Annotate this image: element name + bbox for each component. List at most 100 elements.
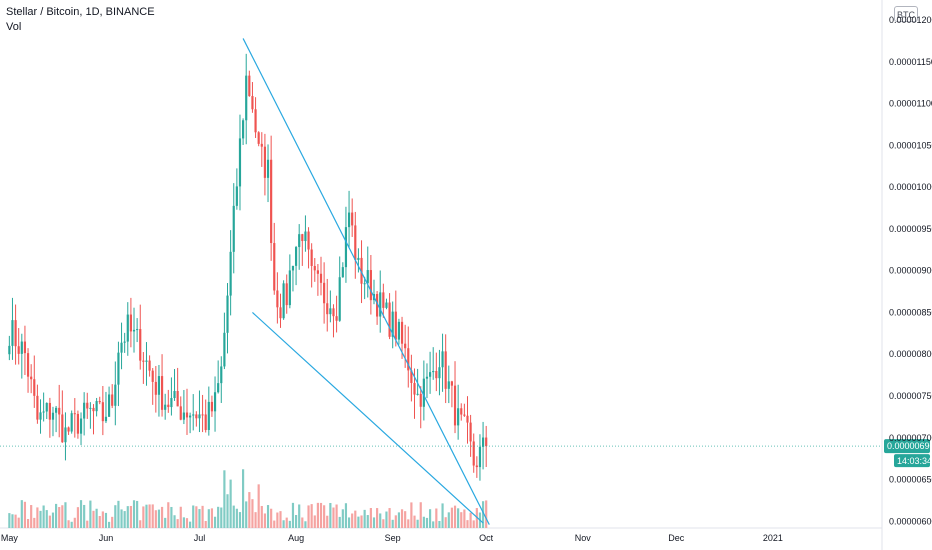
volume-bar (444, 517, 447, 528)
volume-bar (48, 515, 51, 528)
candle-body (438, 367, 441, 379)
candle-body (30, 376, 33, 380)
volume-bar (114, 505, 117, 528)
volume-bar (313, 515, 316, 528)
volume-bar (198, 509, 201, 528)
volume-bar (369, 508, 372, 528)
volume-bar (347, 517, 351, 528)
candle-body (235, 186, 238, 206)
volume-bar (319, 502, 323, 528)
volume-bar (179, 506, 182, 528)
candle-body (319, 273, 323, 283)
volume-bar (425, 517, 429, 528)
volume-bar (185, 518, 189, 528)
volume-bar (366, 515, 369, 528)
candle-body (288, 270, 291, 306)
volume-bar (17, 517, 20, 528)
volume-bar (294, 514, 298, 528)
candle-body (111, 394, 114, 406)
y-tick-label: 0.00000950 (889, 224, 932, 234)
candle-body (20, 341, 23, 354)
volume-bar (429, 509, 432, 528)
currency-badge[interactable]: BTC (894, 6, 918, 22)
candle-body (39, 412, 42, 420)
last-price-line: 0.00000690 14:03:34 (0, 439, 932, 468)
x-tick-label: Jul (194, 533, 206, 543)
candle-body (33, 379, 36, 396)
candle-body (167, 404, 170, 408)
candle-body (98, 401, 101, 403)
volume-bar (251, 499, 254, 528)
candle-body (238, 138, 242, 187)
volume-bar (142, 506, 145, 528)
volume-bar (58, 507, 61, 528)
candle-body (136, 329, 139, 331)
y-tick-label: 0.00000800 (889, 349, 932, 359)
candle-body (382, 292, 385, 308)
volume-bar (257, 484, 260, 528)
candle-body (95, 401, 98, 412)
volume-bar (332, 507, 335, 528)
volume-bar (422, 516, 425, 528)
volume-bar (351, 513, 354, 528)
candle-body (79, 418, 83, 434)
candle-body (123, 341, 126, 343)
y-tick-label: 0.00000850 (889, 307, 932, 317)
trendline-upper (242, 38, 490, 525)
volume-bar (394, 515, 397, 528)
candle-body (385, 302, 388, 308)
volume-bar (223, 470, 226, 528)
candle-body (104, 416, 108, 422)
volume-bar (360, 515, 363, 528)
volume-bar (400, 509, 404, 528)
volume-bar (8, 513, 11, 528)
candle-body (270, 159, 273, 244)
candle-body (478, 446, 482, 468)
candle-body (201, 414, 204, 416)
volume-bar (210, 508, 214, 528)
candle-body (11, 320, 14, 346)
volume-bar (129, 505, 132, 528)
volume-bar (326, 515, 329, 528)
volume-bar (126, 506, 129, 528)
volume-bar (441, 503, 444, 528)
candle-body (304, 231, 307, 242)
candle-body (160, 376, 164, 410)
volume-bar (55, 503, 58, 528)
volume-bar (304, 521, 307, 528)
x-tick-label: 2021 (763, 533, 783, 543)
volume-bar (182, 517, 185, 528)
x-tick-label: Nov (575, 533, 592, 543)
candle-body (14, 320, 17, 347)
candle-body (485, 437, 488, 447)
candle-body (357, 257, 360, 260)
candle-body (388, 302, 391, 337)
candle-body (226, 295, 229, 333)
candle-body (107, 394, 111, 417)
candle-body (132, 329, 136, 332)
candle-body (42, 411, 45, 413)
candle-body (17, 346, 20, 354)
y-tick-label: 0.00000650 (889, 475, 932, 485)
volume-bar (363, 509, 366, 528)
volume-bar (79, 500, 83, 528)
volume-bar (316, 502, 319, 528)
legend-title: Stellar / Bitcoin, 1D, BINANCE (6, 6, 155, 18)
volume-bar (419, 502, 422, 528)
candle-body (117, 352, 120, 385)
volume-bar (432, 521, 435, 528)
candle-body (254, 109, 257, 133)
volume-bar (111, 516, 114, 528)
volume-bar (307, 505, 310, 528)
volume-bar (291, 502, 295, 528)
candle-body (148, 360, 151, 371)
candle-body (441, 351, 444, 368)
candle-body (276, 290, 279, 308)
volume-bar (298, 504, 301, 528)
volume-bar (157, 509, 161, 528)
volume-bar (45, 510, 48, 528)
volume-bar (279, 511, 282, 528)
volume-bar (42, 505, 45, 528)
volume-bar (61, 505, 64, 528)
